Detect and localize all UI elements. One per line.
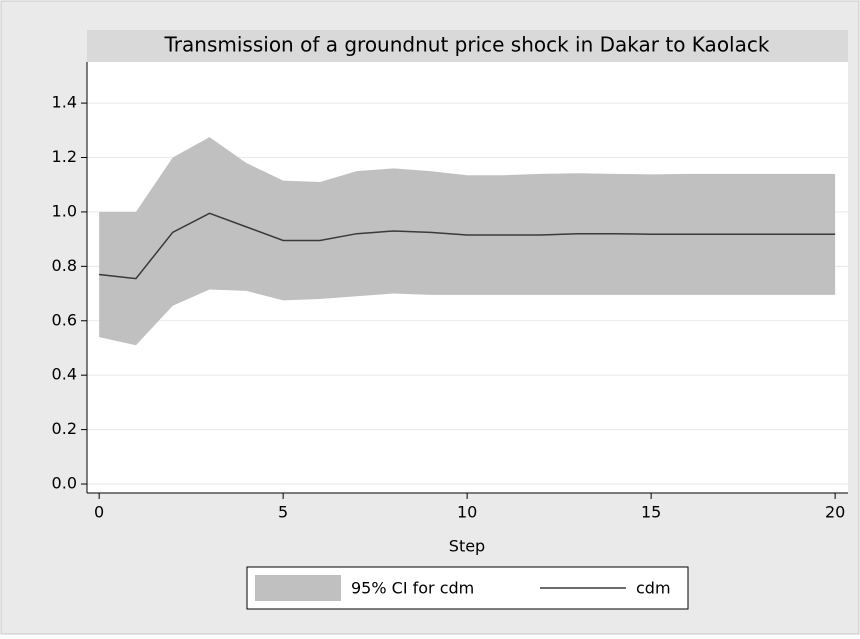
line: [99, 212, 836, 280]
y-tick-label: 0.2: [52, 419, 77, 438]
y-tick-label: 1.2: [52, 147, 77, 166]
x-tick-label: 20: [825, 503, 845, 522]
legend-label: 95% CI for cdm: [351, 579, 474, 598]
marks: [99, 137, 836, 346]
x-tick-label: 15: [641, 503, 661, 522]
legend-label: cdm: [636, 579, 671, 598]
legend-swatch: [255, 575, 341, 601]
y-tick-label: 0.6: [52, 310, 77, 329]
title-bar: [87, 30, 848, 62]
x-axis-label: Step: [449, 537, 485, 556]
chart-title: Transmission of a groundnut price shock …: [164, 33, 770, 57]
ci-band: [99, 137, 836, 346]
y-tick-label: 1.4: [52, 93, 77, 112]
x-tick-label: 10: [457, 503, 477, 522]
y-tick-label: 0.4: [52, 365, 77, 384]
y-tick-label: 0.8: [52, 256, 77, 275]
y-tick-label: 0.0: [52, 474, 77, 493]
y-tick-label: 1.0: [52, 201, 77, 220]
x-tick-label: 5: [278, 503, 288, 522]
x-tick-label: 0: [94, 503, 104, 522]
